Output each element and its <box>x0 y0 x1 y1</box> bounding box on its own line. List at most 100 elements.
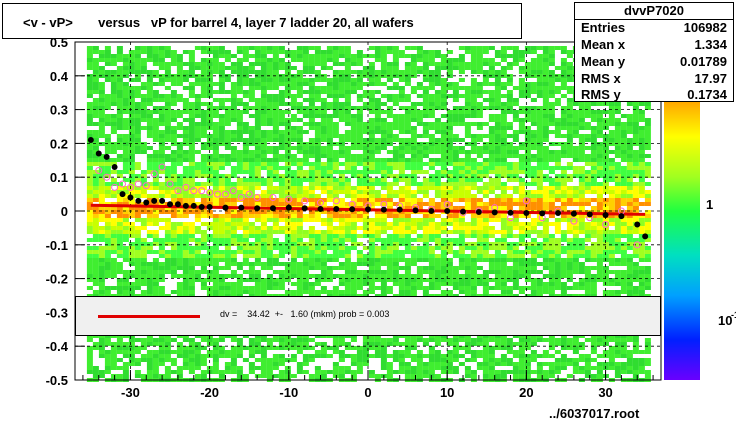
heatmap-cell <box>104 270 111 274</box>
heatmap-cell <box>332 238 339 242</box>
heatmap-cell <box>236 218 243 222</box>
heatmap-cell <box>506 146 513 150</box>
heatmap-cell <box>248 70 255 74</box>
heatmap-cell <box>134 114 141 118</box>
heatmap-cell <box>200 334 207 338</box>
heatmap-cell <box>374 222 381 226</box>
heatmap-cell <box>242 234 249 238</box>
heatmap-cell <box>146 218 153 222</box>
heatmap-cell <box>302 262 309 266</box>
heatmap-cell <box>512 98 519 102</box>
heatmap-cell <box>242 78 249 82</box>
heatmap-cell <box>242 334 249 338</box>
heatmap-cell <box>422 238 429 242</box>
heatmap-cell <box>500 286 507 290</box>
heatmap-cell <box>122 366 129 370</box>
heatmap-cell <box>224 258 231 262</box>
heatmap-cell <box>248 366 255 370</box>
heatmap-cell <box>410 290 417 294</box>
heatmap-cell <box>314 262 321 266</box>
heatmap-cell <box>284 110 291 114</box>
heatmap-cell <box>326 210 333 214</box>
heatmap-cell <box>422 134 429 138</box>
heatmap-cell <box>380 278 387 282</box>
heatmap-cell <box>350 286 357 290</box>
heatmap-cell <box>230 214 237 218</box>
heatmap-cell <box>224 266 231 270</box>
heatmap-cell <box>254 282 261 286</box>
heatmap-cell <box>158 266 165 270</box>
heatmap-cell <box>446 62 453 66</box>
heatmap-cell <box>392 334 399 338</box>
heatmap-cell <box>104 78 111 82</box>
heatmap-cell <box>428 138 435 142</box>
heatmap-cell <box>230 90 237 94</box>
heatmap-cell <box>194 162 201 166</box>
heatmap-cell <box>518 90 525 94</box>
heatmap-cell <box>152 210 159 214</box>
heatmap-cell <box>290 158 297 162</box>
heatmap-cell <box>350 106 357 110</box>
heatmap-cell <box>320 54 327 58</box>
heatmap-cell <box>506 270 513 274</box>
heatmap-cell <box>416 166 423 170</box>
heatmap-cell <box>182 106 189 110</box>
heatmap-cell <box>302 50 309 54</box>
heatmap-cell <box>362 290 369 294</box>
heatmap-cell <box>236 242 243 246</box>
heatmap-cell <box>104 102 111 106</box>
heatmap-cell <box>152 70 159 74</box>
heatmap-cell <box>134 350 141 354</box>
heatmap-cell <box>176 290 183 294</box>
heatmap-cell <box>158 338 165 342</box>
heatmap-cell <box>116 122 123 126</box>
heatmap-cell <box>248 158 255 162</box>
heatmap-cell <box>506 338 513 342</box>
heatmap-cell <box>110 78 117 82</box>
heatmap-cell <box>416 206 423 210</box>
heatmap-cell <box>170 50 177 54</box>
heatmap-cell <box>428 178 435 182</box>
heatmap-cell <box>86 346 93 350</box>
heatmap-cell <box>344 102 351 106</box>
heatmap-cell <box>284 94 291 98</box>
heatmap-cell <box>332 178 339 182</box>
heatmap-cell <box>164 194 171 198</box>
heatmap-cell <box>290 222 297 226</box>
heatmap-cell <box>386 342 393 346</box>
heatmap-cell <box>410 46 417 50</box>
heatmap-cell <box>356 78 363 82</box>
heatmap-cell <box>314 246 321 250</box>
heatmap-cell <box>182 158 189 162</box>
heatmap-cell <box>302 286 309 290</box>
heatmap-cell <box>302 162 309 166</box>
heatmap-cell <box>236 166 243 170</box>
heatmap-cell <box>434 214 441 218</box>
heatmap-cell <box>512 166 519 170</box>
heatmap-cell <box>122 138 129 142</box>
heatmap-cell <box>134 162 141 166</box>
heatmap-cell <box>350 214 357 218</box>
heatmap-cell <box>440 254 447 258</box>
heatmap-cell <box>92 222 99 226</box>
heatmap-cell <box>104 274 111 278</box>
heatmap-cell <box>182 234 189 238</box>
heatmap-cell <box>164 226 171 230</box>
heatmap-cell <box>440 102 447 106</box>
heatmap-cell <box>320 258 327 262</box>
heatmap-cell <box>518 226 525 230</box>
heatmap-cell <box>98 98 105 102</box>
heatmap-cell <box>290 126 297 130</box>
heatmap-cell <box>500 346 507 350</box>
heatmap-cell <box>302 250 309 254</box>
heatmap-cell <box>428 58 435 62</box>
heatmap-cell <box>506 162 513 166</box>
heatmap-cell <box>458 178 465 182</box>
heatmap-cell <box>146 98 153 102</box>
heatmap-cell <box>368 90 375 94</box>
heatmap-cell <box>110 142 117 146</box>
heatmap-cell <box>230 362 237 366</box>
heatmap-cell <box>98 122 105 126</box>
heatmap-cell <box>446 142 453 146</box>
heatmap-cell <box>266 102 273 106</box>
